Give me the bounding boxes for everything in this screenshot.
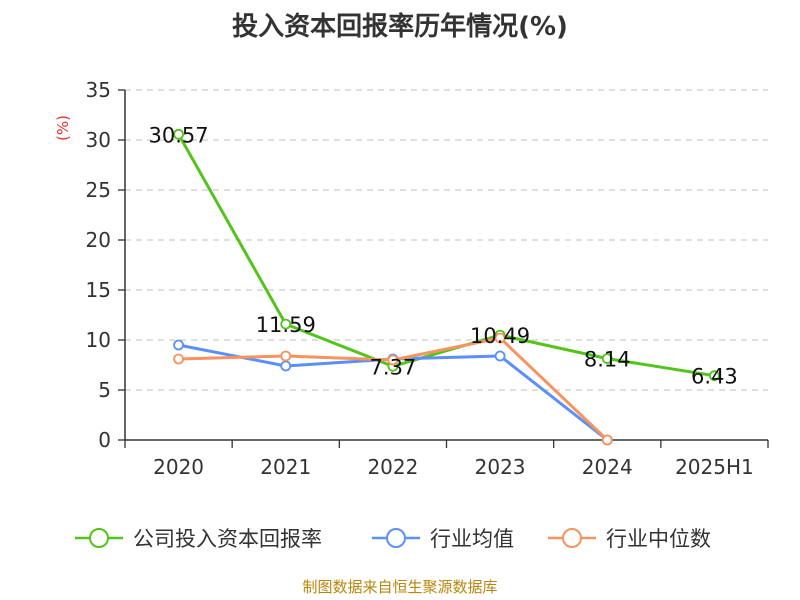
series-lines bbox=[173, 128, 720, 446]
legend-marker-0 bbox=[89, 528, 109, 548]
data-label-2020: 30.57 bbox=[149, 123, 209, 147]
axes: 0 5 10 15 20 25 30 35 2020 2021 2022 2023 2024 2025H1 bbox=[86, 78, 769, 479]
y-tick-label-30: 30 bbox=[86, 128, 111, 152]
series-0-point-2025H1 bbox=[709, 370, 720, 382]
x-tick-label-2024: 2024 bbox=[582, 455, 633, 479]
legend-label-1: 行业均值 bbox=[430, 527, 514, 551]
data-label-2021: 11.59 bbox=[256, 313, 316, 337]
series-0-point-2020 bbox=[173, 128, 184, 140]
series-1-point-2021 bbox=[280, 360, 292, 372]
series-2-point-2020 bbox=[173, 353, 184, 365]
series-1-point-2023 bbox=[494, 350, 506, 362]
series-line-0 bbox=[177, 133, 715, 378]
series-2-point-2024 bbox=[601, 434, 613, 446]
grid-lines bbox=[125, 89, 768, 391]
y-tick-label-0: 0 bbox=[98, 428, 111, 452]
data-label-2022: 7.37 bbox=[370, 355, 417, 379]
y-tick-label-10: 10 bbox=[86, 328, 111, 352]
legend-label-2: 行业中位数 bbox=[606, 527, 711, 551]
legend-label-0: 公司投入资本回报率 bbox=[133, 527, 322, 551]
x-tick-label-2025H1: 2025H1 bbox=[675, 455, 754, 479]
footer-source: 制图数据来自恒生聚源数据库 bbox=[302, 578, 498, 596]
series-1-point-2020 bbox=[173, 339, 184, 351]
data-label-2023: 10.49 bbox=[470, 324, 530, 348]
x-tick-label-2023: 2023 bbox=[475, 455, 526, 479]
y-tick-label-20: 20 bbox=[86, 228, 111, 252]
y-axis-unit-label: (%) bbox=[54, 115, 72, 141]
x-tick-label-2022: 2022 bbox=[367, 455, 418, 479]
legend-marker-1 bbox=[386, 528, 406, 548]
legend-marker-2 bbox=[562, 528, 582, 548]
x-tick-label-2020: 2020 bbox=[153, 455, 204, 479]
data-label-2025H1: 6.43 bbox=[691, 365, 738, 389]
y-tick-label-15: 15 bbox=[86, 278, 111, 302]
x-tick-label-2021: 2021 bbox=[260, 455, 311, 479]
series-0-point-2021 bbox=[280, 318, 292, 330]
chart-title: 投入资本回报率历年情况(%) bbox=[232, 12, 568, 42]
y-tick-label-35: 35 bbox=[86, 78, 111, 102]
y-tick-label-25: 25 bbox=[86, 178, 111, 202]
y-tick-label-5: 5 bbox=[98, 378, 111, 402]
data-labels: 30.57 11.59 7.37 10.49 8.14 6.43 bbox=[149, 123, 738, 388]
series-2-point-2023 bbox=[494, 332, 506, 344]
data-label-2024: 8.14 bbox=[584, 348, 631, 372]
series-0-point-2024 bbox=[601, 353, 613, 365]
series-2-point-2021 bbox=[280, 350, 292, 362]
series-2-point-2022 bbox=[387, 354, 399, 366]
legend: 公司投入资本回报率 行业均值 行业中位数 bbox=[75, 527, 711, 551]
